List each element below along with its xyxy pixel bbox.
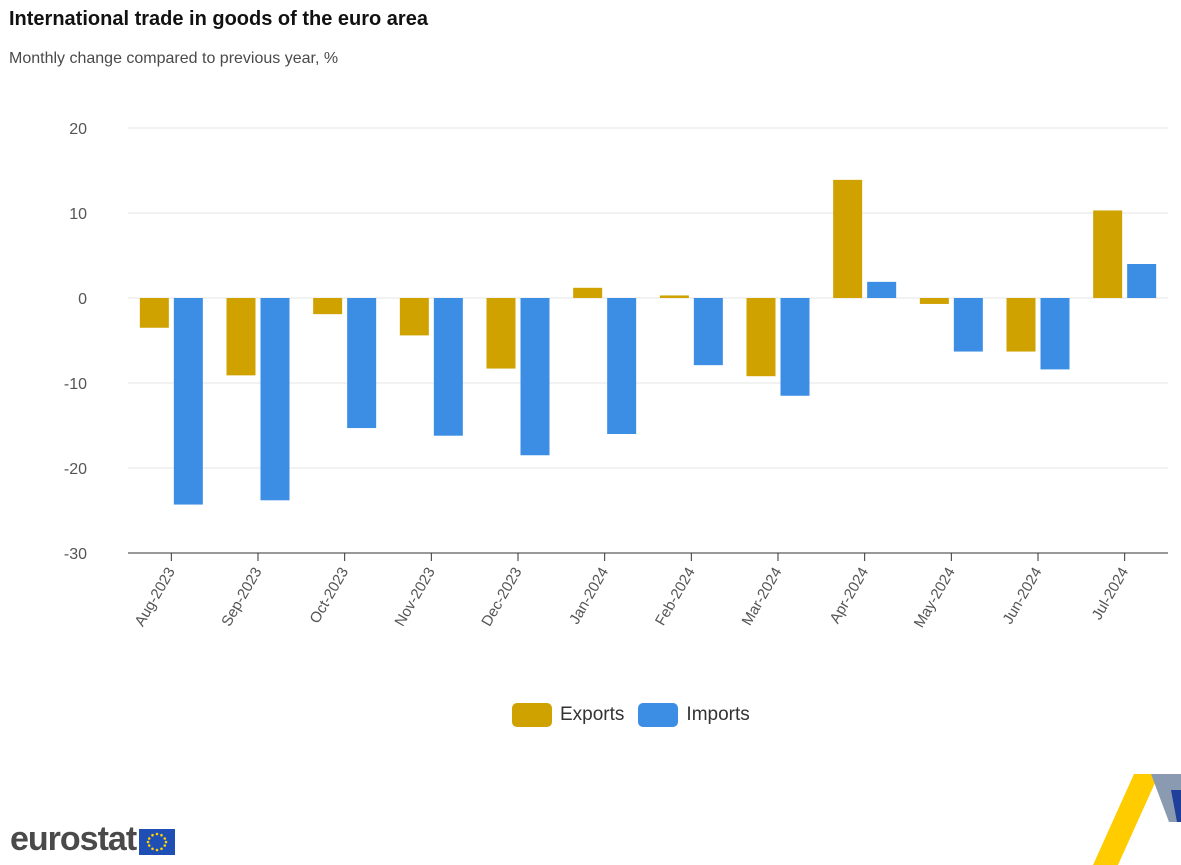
bar-exports xyxy=(226,298,256,376)
eurostat-logo-text: eurostat xyxy=(10,820,137,858)
legend-swatch-imports xyxy=(638,703,679,727)
x-tick-label: Dec-2023 xyxy=(478,565,525,630)
y-tick-label: 0 xyxy=(78,291,87,308)
bar-imports xyxy=(693,298,723,366)
bar-exports xyxy=(919,298,949,304)
x-tick-label: Jan-2024 xyxy=(566,565,612,628)
x-tick-label: Mar-2024 xyxy=(739,565,786,629)
bar-exports xyxy=(313,298,343,315)
legend-item-imports[interactable]: Imports xyxy=(638,703,750,727)
bar-imports xyxy=(1127,264,1157,298)
legend-label-imports: Imports xyxy=(686,704,750,725)
x-tick-label: Apr-2024 xyxy=(827,565,873,627)
x-tick-label: May-2024 xyxy=(911,565,959,631)
x-tick-label: Sep-2023 xyxy=(218,565,265,630)
x-tick-label: Oct-2023 xyxy=(307,565,353,627)
bar-imports xyxy=(260,298,290,501)
bar-imports xyxy=(520,298,550,456)
chart-subtitle: Monthly change compared to previous year… xyxy=(9,50,339,67)
bar-imports xyxy=(780,298,810,396)
chart-title: International trade in goods of the euro… xyxy=(9,8,428,30)
bar-exports xyxy=(1093,210,1123,298)
x-tick-label: Nov-2023 xyxy=(392,565,439,630)
bar-exports xyxy=(833,179,863,298)
x-tick-label: Feb-2024 xyxy=(652,565,699,629)
legend-label-exports: Exports xyxy=(560,704,625,725)
bar-imports xyxy=(1040,298,1070,370)
y-tick-label: 20 xyxy=(69,121,87,138)
bar-exports xyxy=(1006,298,1036,352)
x-tick-label: Jun-2024 xyxy=(999,565,1045,628)
bar-imports xyxy=(347,298,377,429)
bar-chart: 20 10 0 -10 -20 -30 Aug-2023 Sep-2023 Oct-2023 No… xyxy=(64,121,1168,631)
x-tick-label: Jul-2024 xyxy=(1089,565,1132,623)
bar-imports xyxy=(867,281,897,298)
bar-exports xyxy=(746,298,776,377)
y-tick-label: -20 xyxy=(64,461,87,478)
chart-legend: Exports Imports xyxy=(512,703,764,727)
legend-swatch-exports xyxy=(512,703,552,727)
x-tick-label: Aug-2023 xyxy=(132,565,179,630)
bar-exports xyxy=(659,295,689,298)
eurostat-logo: eurostat xyxy=(10,820,176,859)
bar-imports xyxy=(173,298,203,505)
bar-exports xyxy=(573,287,603,298)
bar-exports xyxy=(399,298,429,336)
bar-imports xyxy=(953,298,983,352)
bar-imports xyxy=(607,298,637,434)
y-tick-label: -30 xyxy=(64,546,87,563)
y-tick-label: -10 xyxy=(64,376,87,393)
y-tick-label: 10 xyxy=(69,206,87,223)
bar-exports xyxy=(139,298,169,328)
corner-decoration-graphic xyxy=(1093,774,1181,865)
bar-exports xyxy=(486,298,516,369)
bar-imports xyxy=(433,298,463,436)
legend-item-exports[interactable]: Exports xyxy=(512,703,624,727)
eu-flag-icon xyxy=(139,828,176,855)
